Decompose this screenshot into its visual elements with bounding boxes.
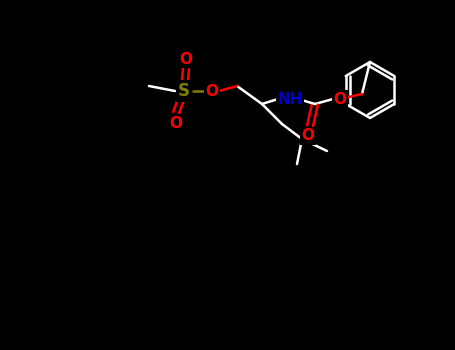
Text: S: S: [178, 82, 190, 100]
Text: NH: NH: [277, 91, 303, 106]
Text: O: O: [180, 51, 192, 66]
Text: O: O: [206, 84, 218, 98]
Text: O: O: [170, 116, 182, 131]
Text: O: O: [334, 91, 347, 106]
Text: O: O: [302, 128, 314, 143]
